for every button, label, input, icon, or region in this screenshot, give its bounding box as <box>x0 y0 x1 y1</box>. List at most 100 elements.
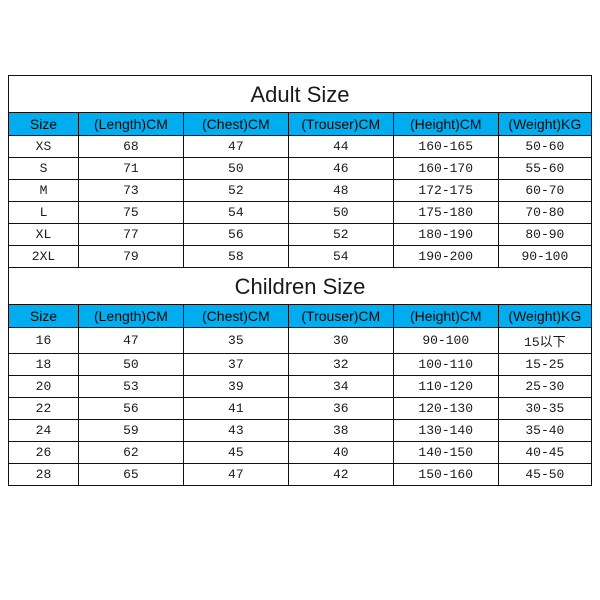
table-cell: 42 <box>288 464 393 486</box>
table-cell: 160-170 <box>393 158 498 180</box>
table-cell: 190-200 <box>393 246 498 268</box>
table-cell: XL <box>9 224 79 246</box>
table-row: 1647353090-10015以下 <box>9 328 592 354</box>
col-trouser: (Trouser)CM <box>288 113 393 136</box>
table-cell: 52 <box>183 180 288 202</box>
table-cell: 15以下 <box>498 328 591 354</box>
table-cell: 45 <box>183 442 288 464</box>
table-row: 2XL795854190-20090-100 <box>9 246 592 268</box>
table-cell: 2XL <box>9 246 79 268</box>
table-cell: 48 <box>288 180 393 202</box>
table-cell: 59 <box>78 420 183 442</box>
table-cell: 150-160 <box>393 464 498 486</box>
table-cell: 46 <box>288 158 393 180</box>
table-cell: XS <box>9 136 79 158</box>
table-cell: 35 <box>183 328 288 354</box>
col-size: Size <box>9 113 79 136</box>
table-row: 24594338130-14035-40 <box>9 420 592 442</box>
table-cell: 32 <box>288 354 393 376</box>
table-cell: 175-180 <box>393 202 498 224</box>
table-row: S715046160-17055-60 <box>9 158 592 180</box>
table-cell: 15-25 <box>498 354 591 376</box>
table-cell: 56 <box>183 224 288 246</box>
table-cell: 54 <box>288 246 393 268</box>
table-cell: 35-40 <box>498 420 591 442</box>
table-cell: 180-190 <box>393 224 498 246</box>
size-chart-container: Adult Size Size (Length)CM (Chest)CM (Tr… <box>0 0 600 600</box>
table-cell: 90-100 <box>498 246 591 268</box>
col-trouser: (Trouser)CM <box>288 305 393 328</box>
table-cell: 54 <box>183 202 288 224</box>
table-cell: S <box>9 158 79 180</box>
children-header-row: Size (Length)CM (Chest)CM (Trouser)CM (H… <box>9 305 592 328</box>
table-cell: 56 <box>78 398 183 420</box>
table-cell: 30-35 <box>498 398 591 420</box>
table-row: 18503732100-11015-25 <box>9 354 592 376</box>
table-cell: 20 <box>9 376 79 398</box>
table-cell: 43 <box>183 420 288 442</box>
table-cell: 52 <box>288 224 393 246</box>
table-cell: 110-120 <box>393 376 498 398</box>
table-cell: 50-60 <box>498 136 591 158</box>
table-cell: 75 <box>78 202 183 224</box>
table-row: M735248172-17560-70 <box>9 180 592 202</box>
table-cell: 58 <box>183 246 288 268</box>
col-weight: (Weight)KG <box>498 113 591 136</box>
table-cell: 34 <box>288 376 393 398</box>
table-cell: 26 <box>9 442 79 464</box>
adult-tbody: XS684744160-16550-60S715046160-17055-60M… <box>9 136 592 268</box>
table-row: 26624540140-15040-45 <box>9 442 592 464</box>
table-cell: 62 <box>78 442 183 464</box>
table-cell: 160-165 <box>393 136 498 158</box>
adult-header-row: Size (Length)CM (Chest)CM (Trouser)CM (H… <box>9 113 592 136</box>
table-cell: 65 <box>78 464 183 486</box>
table-cell: 47 <box>78 328 183 354</box>
table-cell: 24 <box>9 420 79 442</box>
table-cell: 90-100 <box>393 328 498 354</box>
table-cell: 40-45 <box>498 442 591 464</box>
adult-size-title: Adult Size <box>8 75 592 112</box>
table-cell: 45-50 <box>498 464 591 486</box>
table-cell: 25-30 <box>498 376 591 398</box>
col-chest: (Chest)CM <box>183 113 288 136</box>
table-cell: 80-90 <box>498 224 591 246</box>
table-cell: M <box>9 180 79 202</box>
table-cell: 100-110 <box>393 354 498 376</box>
table-cell: 40 <box>288 442 393 464</box>
col-weight: (Weight)KG <box>498 305 591 328</box>
table-cell: 55-60 <box>498 158 591 180</box>
table-cell: 77 <box>78 224 183 246</box>
table-row: L755450175-18070-80 <box>9 202 592 224</box>
table-cell: 120-130 <box>393 398 498 420</box>
table-cell: 130-140 <box>393 420 498 442</box>
table-cell: 44 <box>288 136 393 158</box>
table-cell: 50 <box>78 354 183 376</box>
table-cell: 36 <box>288 398 393 420</box>
table-cell: 73 <box>78 180 183 202</box>
table-cell: 70-80 <box>498 202 591 224</box>
table-cell: 60-70 <box>498 180 591 202</box>
table-cell: 38 <box>288 420 393 442</box>
children-tbody: 1647353090-10015以下18503732100-11015-2520… <box>9 328 592 486</box>
table-cell: 47 <box>183 136 288 158</box>
table-cell: 50 <box>288 202 393 224</box>
table-cell: 140-150 <box>393 442 498 464</box>
table-row: XS684744160-16550-60 <box>9 136 592 158</box>
adult-size-table: Size (Length)CM (Chest)CM (Trouser)CM (H… <box>8 112 592 268</box>
table-cell: 37 <box>183 354 288 376</box>
table-cell: 39 <box>183 376 288 398</box>
table-cell: 47 <box>183 464 288 486</box>
children-size-table: Size (Length)CM (Chest)CM (Trouser)CM (H… <box>8 304 592 486</box>
table-row: 22564136120-13030-35 <box>9 398 592 420</box>
col-size: Size <box>9 305 79 328</box>
table-cell: 50 <box>183 158 288 180</box>
col-length: (Length)CM <box>78 305 183 328</box>
table-row: 28654742150-16045-50 <box>9 464 592 486</box>
table-cell: 18 <box>9 354 79 376</box>
table-cell: 28 <box>9 464 79 486</box>
table-cell: L <box>9 202 79 224</box>
table-cell: 22 <box>9 398 79 420</box>
table-cell: 172-175 <box>393 180 498 202</box>
table-cell: 53 <box>78 376 183 398</box>
col-height: (Height)CM <box>393 305 498 328</box>
